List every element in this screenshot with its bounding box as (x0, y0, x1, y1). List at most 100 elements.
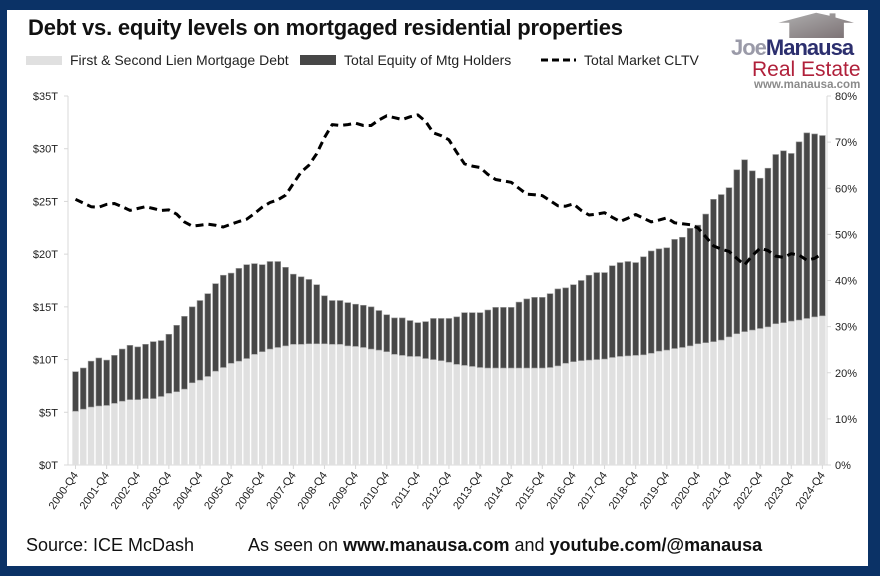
bar-debt (655, 351, 663, 465)
bar-equity (189, 306, 196, 384)
x-tick-label: 2024-Q4 (793, 470, 827, 512)
bar-equity (399, 317, 406, 356)
bar-debt (515, 368, 523, 465)
bar-debt (609, 357, 616, 465)
bar-debt (336, 344, 344, 465)
x-tick-label: 2003-Q4 (140, 470, 174, 512)
bar-debt (227, 363, 235, 465)
bar-equity (749, 170, 756, 331)
bar-equity (87, 360, 95, 408)
bar-debt (686, 345, 694, 465)
bar-equity (414, 322, 422, 357)
bar-equity (570, 284, 577, 362)
bar-debt (811, 316, 818, 465)
bar-equity (632, 262, 639, 356)
x-tick-label: 2021-Q4 (700, 470, 734, 512)
bar-equity (469, 312, 476, 367)
bar-equity (157, 340, 165, 397)
y-tick-label: $15T (33, 302, 58, 314)
bar-debt (150, 398, 157, 465)
attribution-prefix: As seen on (248, 535, 339, 555)
bar-equity (80, 367, 87, 410)
bar-equity (686, 228, 694, 347)
y2-tick-label: 60% (835, 183, 857, 195)
bar-equity (321, 295, 328, 345)
bar-debt (344, 345, 351, 465)
bar-debt (290, 344, 297, 465)
bar-debt (103, 405, 110, 465)
bar-debt (142, 398, 149, 465)
bar-debt (531, 368, 538, 465)
bar-equity (702, 213, 709, 344)
x-tick-label: 2007-Q4 (264, 470, 298, 512)
bar-equity (305, 279, 313, 345)
bar-equity (764, 167, 772, 328)
bar-equity (142, 343, 149, 399)
y2-tick-label: 40% (835, 276, 857, 288)
bar-equity (227, 272, 235, 364)
x-tick-label: 2002-Q4 (109, 470, 143, 512)
y2-tick-label: 30% (835, 322, 857, 334)
bar-debt (788, 321, 795, 465)
legend-label-cltv: Total Market CLTV (584, 52, 699, 68)
bar-debt (367, 349, 375, 465)
bar-equity (204, 293, 211, 377)
bar-debt (819, 315, 826, 465)
bar-equity (710, 199, 717, 342)
bar-debt (632, 355, 639, 465)
bar-equity (585, 274, 593, 361)
bar-debt (375, 350, 383, 465)
x-tick-label: 2022-Q4 (731, 470, 765, 512)
bar-equity (819, 135, 826, 317)
bar-equity (531, 297, 538, 369)
bar-debt (648, 353, 655, 465)
bar-equity (803, 132, 811, 319)
bar-equity (313, 284, 320, 345)
bar-equity (134, 346, 141, 400)
bar-equity (780, 150, 787, 323)
bar-equity (111, 355, 118, 404)
bar-debt (453, 364, 460, 465)
bar-equity (671, 239, 678, 349)
bar-equity (430, 318, 437, 360)
bar-debt (157, 396, 165, 465)
bar-debt (274, 347, 281, 465)
bar-equity (103, 359, 110, 406)
attribution-and: and (514, 535, 545, 555)
bar-equity (484, 309, 492, 369)
x-tick-label: 2015-Q4 (513, 470, 547, 512)
bar-debt (593, 359, 600, 465)
bar-debt (243, 358, 250, 465)
bar-equity (336, 300, 344, 345)
y2-tick-label: 20% (835, 368, 857, 380)
bar-equity (181, 316, 188, 390)
bar-debt (437, 360, 445, 465)
y-tick-label: $35T (33, 91, 58, 103)
x-tick-label: 2013-Q4 (451, 470, 485, 512)
bar-debt (111, 403, 118, 465)
bar-debt (251, 354, 258, 465)
bar-equity (811, 133, 818, 318)
legend-swatch-equity (300, 55, 336, 65)
bar-equity (461, 312, 468, 366)
bar-debt (702, 342, 709, 465)
bar-equity (344, 302, 351, 347)
bar-equity (391, 317, 398, 355)
legend-item-equity: Total Equity of Mtg Holders (300, 52, 511, 68)
x-tick-label: 2008-Q4 (296, 470, 330, 512)
bar-debt (718, 340, 725, 465)
bar-debt (196, 380, 204, 465)
bar-equity (165, 333, 173, 394)
logo-subtitle: Real Estate (752, 58, 861, 81)
bar-equity (679, 236, 686, 348)
bar-debt (523, 368, 530, 465)
bar-debt (679, 347, 686, 465)
bar-debt (189, 382, 196, 465)
bar-debt (87, 407, 95, 465)
bar-debt (484, 368, 492, 465)
y-tick-label: $0T (39, 460, 58, 472)
x-tick-label: 2011-Q4 (389, 470, 423, 511)
logo-url: www.manausa.com (754, 79, 861, 91)
bar-debt (406, 356, 414, 465)
y-tick-label: $10T (33, 355, 58, 367)
